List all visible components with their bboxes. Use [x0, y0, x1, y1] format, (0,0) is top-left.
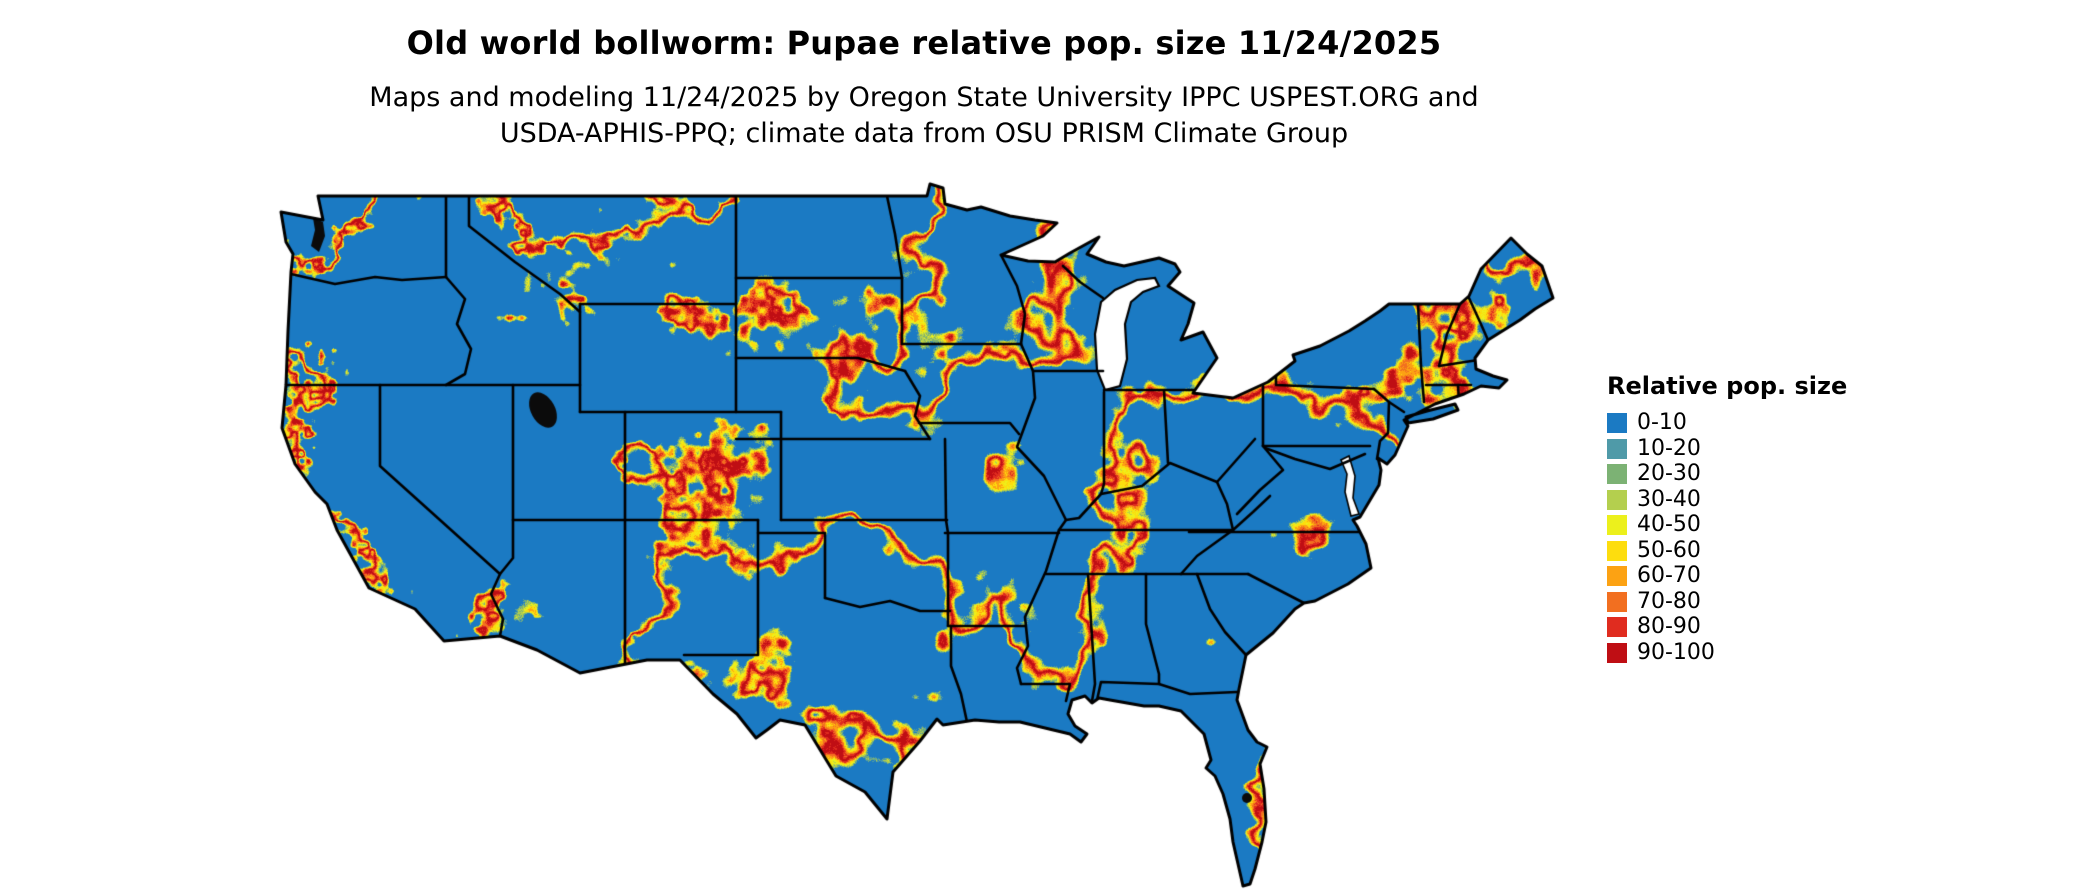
legend-item: 0-10: [1607, 410, 1847, 435]
page-title: Old world bollworm: Pupae relative pop. …: [406, 24, 1442, 62]
legend-swatch: [1607, 591, 1627, 612]
legend-swatch: [1607, 464, 1627, 484]
legend-item: 50-60: [1607, 537, 1847, 563]
legend-item: 60-70: [1607, 563, 1847, 588]
legend-swatch: [1607, 566, 1627, 586]
map-credits: Maps and modeling 11/24/2025 by Oregon S…: [0, 80, 1848, 151]
legend-label: 80-90: [1637, 614, 1701, 639]
legend-title: Relative pop. size: [1607, 372, 1848, 400]
legend-label: 70-80: [1637, 588, 1701, 614]
legend-swatch: [1607, 540, 1627, 561]
legend-item: 90-100: [1607, 639, 1847, 665]
legend-label: 0-10: [1637, 410, 1687, 435]
credits-line-1: Maps and modeling 11/24/2025 by Oregon S…: [369, 82, 1479, 113]
legend-label: 20-30: [1637, 461, 1701, 486]
legend-label: 60-70: [1637, 563, 1701, 588]
us-relative-pop-heatmap: [275, 174, 1560, 892]
legend-label: 50-60: [1637, 537, 1701, 563]
legend-label: 10-20: [1637, 435, 1701, 461]
legend-swatch: [1607, 515, 1627, 535]
legend-item: 40-50: [1607, 512, 1847, 537]
legend-swatch: [1607, 438, 1627, 459]
legend-item: 70-80: [1607, 588, 1847, 614]
legend-item: 30-40: [1607, 486, 1847, 512]
legend-item: 80-90: [1607, 614, 1847, 639]
legend-swatch: [1607, 489, 1627, 510]
legend-swatch: [1607, 617, 1627, 637]
map-legend: Relative pop. size 0-10 10-20 20-30 30-4…: [1607, 372, 1847, 668]
legend-label: 30-40: [1637, 486, 1701, 512]
legend-swatch: [1607, 413, 1627, 433]
legend-label: 40-50: [1637, 512, 1701, 537]
legend-item: 10-20: [1607, 435, 1847, 461]
legend-item: 20-30: [1607, 461, 1847, 486]
credits-line-2: USDA-APHIS-PPQ; climate data from OSU PR…: [499, 117, 1349, 149]
legend-label: 90-100: [1637, 639, 1715, 665]
legend-swatch: [1607, 642, 1627, 663]
